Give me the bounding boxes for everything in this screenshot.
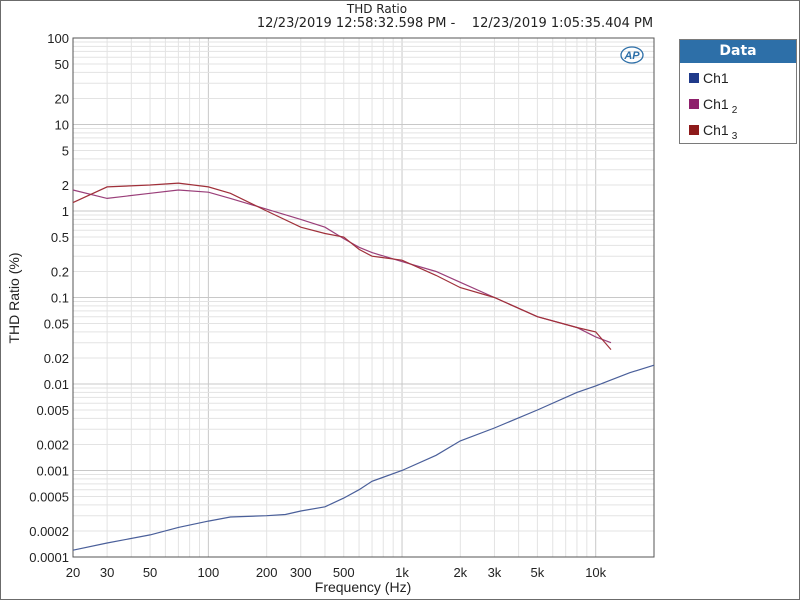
- x-axis-label: Frequency (Hz): [315, 579, 411, 595]
- y-tick-label: 0.05: [44, 317, 69, 332]
- legend-label-ch1: Ch1: [703, 70, 729, 86]
- x-tick-label: 5k: [531, 565, 545, 580]
- legend-title: Data: [680, 40, 796, 63]
- y-tick-label: 0.5: [51, 230, 69, 245]
- x-tick-label: 100: [198, 565, 220, 580]
- x-tick-label: 3k: [488, 565, 502, 580]
- x-tick-label: 2k: [453, 565, 467, 580]
- x-tick-label: 500: [333, 565, 355, 580]
- legend-item-ch1[interactable]: Ch1: [689, 70, 729, 86]
- x-tick-label: 10k: [585, 565, 606, 580]
- y-tick-label: 0.0002: [29, 524, 69, 539]
- ap-logo-text: AP: [623, 50, 640, 62]
- x-tick-label: 1k: [395, 565, 409, 580]
- legend-label-ch1-2: Ch1: [703, 96, 729, 112]
- legend-swatch-ch1: [689, 73, 699, 83]
- x-tick-label: 30: [100, 565, 114, 580]
- grid-lines: [73, 38, 654, 557]
- y-tick-label: 0.1: [51, 291, 69, 306]
- y-axis-label: THD Ratio (%): [6, 252, 22, 343]
- x-tick-label: 20: [66, 565, 80, 580]
- y-tick-label: 5: [62, 144, 69, 159]
- y-tick-label: 20: [55, 91, 69, 106]
- ap-logo: AP: [620, 46, 644, 64]
- chart-title: THD Ratio: [346, 2, 408, 16]
- y-tick-label: 0.02: [44, 351, 69, 366]
- y-tick-label: 50: [55, 57, 69, 72]
- y-tick-label: 100: [47, 31, 69, 46]
- y-tick-label: 0.005: [36, 403, 69, 418]
- legend-label-ch1-3: Ch1: [703, 122, 729, 138]
- series-line-2: [72, 189, 612, 344]
- legend: Data Ch1 Ch1 2 Ch1 3: [679, 39, 797, 144]
- y-tick-label: 0.0005: [29, 490, 69, 505]
- y-tick-label: 2: [62, 178, 69, 193]
- chart-subtitle-text: 12/23/2019 12:58:32.598 PM - 12/23/2019 …: [256, 16, 654, 31]
- legend-swatch-ch1-3: [689, 125, 699, 135]
- x-tick-label: 50: [143, 565, 157, 580]
- y-tick-label: 0.2: [51, 264, 69, 279]
- legend-sub-ch1-2: 2: [731, 105, 738, 116]
- legend-swatch-ch1-2: [689, 99, 699, 109]
- y-tick-label: 0.01: [44, 377, 69, 392]
- series-lines: [72, 182, 655, 551]
- x-tick-label: 300: [290, 565, 312, 580]
- series-line-3: [72, 182, 612, 350]
- y-tick-label: 1: [62, 204, 69, 219]
- plot-area-border: [72, 37, 655, 558]
- x-tick-labels: 20 30 50 100 200 300 500 1k 2k 3k 5k 10k: [66, 565, 607, 580]
- series-line-1: [72, 364, 655, 551]
- y-tick-label: 0.001: [36, 464, 69, 479]
- y-tick-label: 0.0001: [29, 550, 69, 565]
- y-tick-label: 0.002: [36, 437, 69, 452]
- x-tick-label: 200: [256, 565, 278, 580]
- legend-item-ch1-2[interactable]: Ch1 2: [689, 96, 737, 116]
- legend-sub-ch1-3: 3: [731, 131, 738, 142]
- y-tick-label: 10: [55, 118, 69, 133]
- legend-item-ch1-3[interactable]: Ch1 3: [689, 122, 737, 142]
- chart-subtitle: 12/23/2019 12:58:32.598 PM - 12/23/2019 …: [0, 16, 800, 31]
- y-tick-labels: 100 50 20 10 5 2 1 0.5 0.2 0.1 0.05 0.02 0.01 0.005 0.…: [29, 31, 69, 565]
